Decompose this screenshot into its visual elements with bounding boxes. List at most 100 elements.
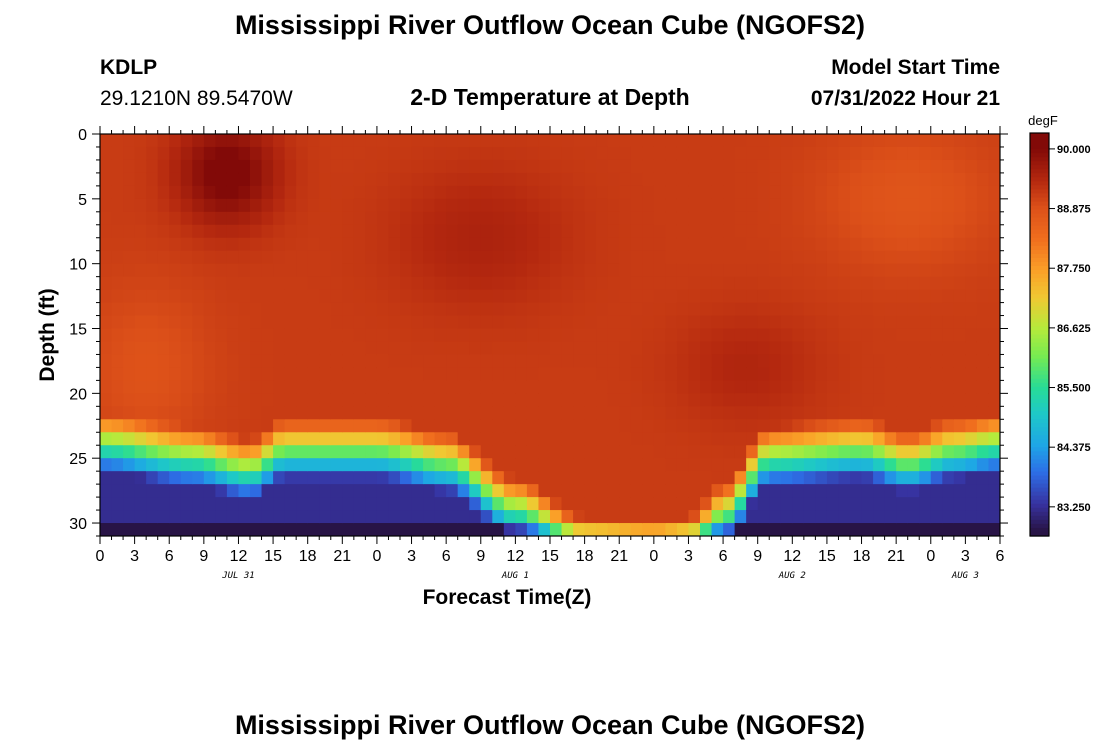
heatmap-cell — [365, 484, 378, 498]
heatmap-cell — [930, 276, 943, 291]
heatmap-cell — [423, 250, 436, 265]
heatmap-cell — [803, 471, 816, 485]
heatmap-cell — [780, 146, 793, 161]
heatmap-cell — [330, 159, 343, 174]
heatmap-cell — [573, 134, 586, 148]
heatmap-cell — [953, 224, 966, 239]
heatmap-cell — [688, 419, 701, 433]
heatmap-cell — [746, 367, 759, 381]
heatmap-cell — [180, 159, 193, 174]
heatmap-cell — [203, 432, 216, 446]
heatmap-cell — [492, 523, 505, 536]
heatmap-cell — [100, 237, 113, 252]
heatmap-cell — [988, 484, 1000, 498]
heatmap-cell — [146, 302, 159, 317]
heatmap-cell — [365, 341, 378, 356]
heatmap-cell — [630, 484, 643, 498]
heatmap-cell — [457, 159, 470, 174]
heatmap-cell — [769, 276, 782, 291]
heatmap-cell — [376, 185, 390, 200]
heatmap-cell — [526, 367, 540, 381]
heatmap-cell — [342, 146, 355, 161]
heatmap-cell — [919, 445, 932, 459]
heatmap-cell — [146, 315, 159, 330]
heatmap-cell — [203, 185, 216, 200]
heatmap-cell — [457, 354, 470, 369]
heatmap-cell — [261, 237, 274, 252]
heatmap-cell — [492, 445, 505, 459]
heatmap-cell — [526, 393, 540, 407]
heatmap-cell — [226, 367, 240, 381]
heatmap-cell — [665, 445, 678, 459]
heatmap-cell — [942, 393, 955, 407]
heatmap-cell — [180, 315, 193, 330]
heatmap-cell — [550, 406, 563, 420]
heatmap-cell — [261, 302, 274, 317]
heatmap-cell — [123, 302, 136, 317]
heatmap-cell — [734, 250, 747, 265]
heatmap-cell — [123, 159, 136, 174]
heatmap-cell — [850, 250, 863, 265]
heatmap-cell — [157, 302, 170, 317]
heatmap-cell — [100, 523, 113, 536]
heatmap-cell — [723, 185, 736, 200]
heatmap-cell — [284, 328, 297, 343]
heatmap-cell — [769, 432, 782, 446]
repeated-title: Mississippi River Outflow Ocean Cube (NG… — [234, 710, 866, 740]
colorbar-segment — [1030, 157, 1049, 162]
heatmap-cell — [330, 315, 343, 330]
heatmap-cell — [584, 172, 597, 187]
heatmap-cell — [665, 211, 678, 226]
heatmap-cell — [111, 341, 124, 356]
heatmap-cell — [838, 302, 851, 317]
heatmap-cell — [907, 393, 920, 407]
heatmap-cell — [296, 341, 309, 356]
heatmap-cell — [907, 237, 920, 252]
heatmap-cell — [815, 172, 828, 187]
heatmap-cell — [273, 289, 286, 304]
heatmap-cell — [376, 146, 390, 161]
heatmap-cell — [815, 302, 828, 317]
heatmap-cell — [630, 445, 643, 459]
heatmap-cell — [953, 445, 966, 459]
heatmap-cell — [630, 237, 643, 252]
heatmap-cell — [503, 380, 516, 394]
heatmap-cell — [434, 406, 447, 420]
heatmap-cell — [665, 315, 678, 330]
heatmap-cell — [307, 159, 320, 174]
heatmap-cell — [434, 380, 447, 394]
heatmap-cell — [988, 393, 1000, 407]
colorbar-segment — [1030, 411, 1049, 416]
heatmap-cell — [792, 276, 805, 291]
heatmap-cell — [111, 211, 124, 226]
heatmap-cell — [353, 289, 366, 304]
heatmap-cell — [711, 484, 724, 498]
heatmap-cell — [365, 406, 378, 420]
heatmap-cell — [619, 432, 632, 446]
heatmap-cell — [630, 172, 643, 187]
heatmap-cell — [446, 484, 459, 498]
heatmap-cell — [457, 289, 470, 304]
heatmap-cell — [180, 341, 193, 356]
heatmap-cell — [434, 445, 447, 459]
colorbar-segment — [1030, 487, 1049, 493]
heatmap-cell — [826, 393, 840, 407]
heatmap-cell — [434, 198, 447, 213]
heatmap-cell — [896, 380, 909, 394]
heatmap-cell — [769, 380, 782, 394]
heatmap-cell — [307, 419, 320, 433]
heatmap-cell — [838, 380, 851, 394]
heatmap-cell — [100, 406, 113, 420]
heatmap-cell — [584, 211, 597, 226]
heatmap-cell — [780, 263, 793, 278]
heatmap-cell — [526, 211, 540, 226]
heatmap-cell — [503, 159, 516, 174]
heatmap-cell — [803, 406, 816, 420]
heatmap-cell — [861, 250, 874, 265]
heatmap-cell — [480, 134, 493, 148]
heatmap-cell — [988, 523, 1000, 536]
heatmap-cell — [942, 302, 955, 317]
heatmap-cell — [630, 354, 643, 369]
heatmap-cell — [169, 224, 182, 239]
heatmap-cell — [157, 224, 170, 239]
